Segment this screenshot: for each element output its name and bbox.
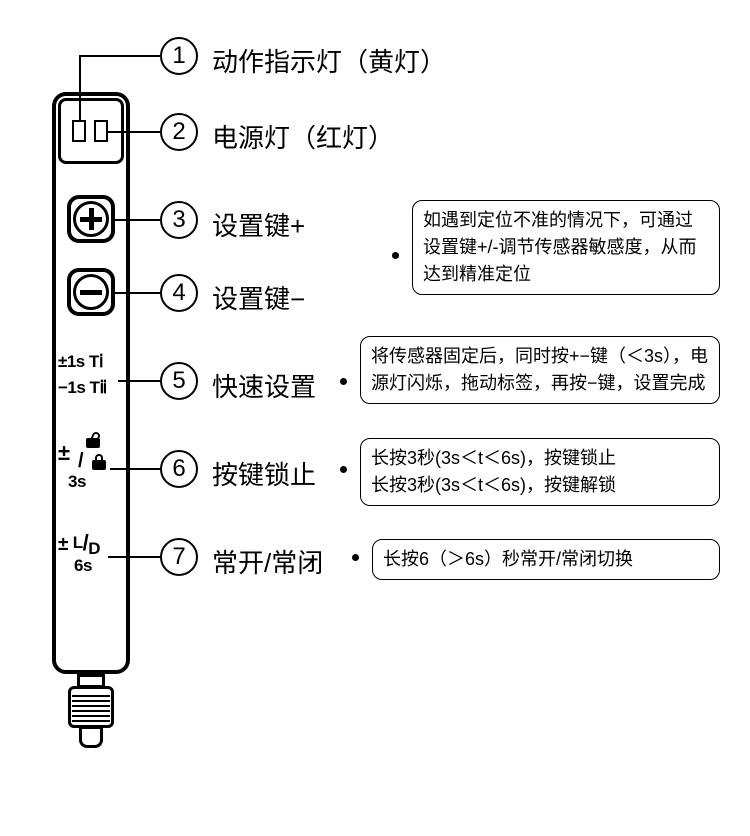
callout-num-1: 1 <box>160 37 198 75</box>
callout-label-4: 设置键− <box>212 279 305 316</box>
marking-7b: 6s <box>74 556 92 576</box>
marking-6b: 3s <box>68 472 86 492</box>
dot-34 <box>392 252 399 259</box>
marking-5a: ±1s Tⅰ <box>58 352 103 372</box>
desc-box-34: 如遇到定位不准的情况下，可通过设置键+/-调节传感器敏感度，从而达到精准定位 <box>412 200 720 295</box>
callout-n-3: 3 <box>172 206 185 234</box>
callout-num-5: 5 <box>160 362 198 400</box>
btn-minus <box>67 268 115 316</box>
leader-3 <box>115 219 160 221</box>
marking-6a: ± <box>58 440 70 466</box>
dot-6 <box>340 466 347 473</box>
callout-num-4: 4 <box>160 274 198 312</box>
leader-7 <box>108 556 160 558</box>
led-power <box>94 120 108 142</box>
minus-icon <box>73 274 109 310</box>
dot-7 <box>352 554 359 561</box>
marking-5b: −1s Tⅱ <box>58 378 107 398</box>
callout-n-2: 2 <box>172 118 185 146</box>
lock-open-icon <box>86 432 100 448</box>
led-action <box>72 120 86 142</box>
desc-box-7: 长按6（＞6s）秒常开/常闭切换 <box>372 539 720 580</box>
callout-label-6: 按键锁止 <box>212 455 316 492</box>
marking-7a: ± L/D <box>58 530 100 556</box>
leader-2 <box>108 131 160 133</box>
callout-n-5: 5 <box>172 367 185 395</box>
callout-label-5: 快速设置 <box>212 367 316 404</box>
dot-5 <box>340 378 347 385</box>
desc-box-5: 将传感器固定后，同时按+−键（＜3s），电源灯闪烁，拖动标签，再按−键，设置完成 <box>360 336 720 404</box>
leader-1h <box>79 55 160 57</box>
plus-icon <box>73 201 109 237</box>
callout-num-6: 6 <box>160 450 198 488</box>
diagram-canvas: ±1s Tⅰ −1s Tⅱ ± / 3s ± L/D 6s 1 动作指示灯（黄灯… <box>0 0 750 836</box>
leader-4 <box>115 292 160 294</box>
lock-closed-icon <box>92 454 106 470</box>
callout-num-3: 3 <box>160 201 198 239</box>
leader-6 <box>110 468 160 470</box>
desc-box-6: 长按3秒(3s＜t＜6s)，按键锁止 长按3秒(3s＜t＜6s)，按键解锁 <box>360 438 720 506</box>
callout-num-7: 7 <box>160 538 198 576</box>
callout-n-4: 4 <box>172 279 185 307</box>
callout-num-2: 2 <box>160 113 198 151</box>
btn-plus <box>67 195 115 243</box>
callout-n-6: 6 <box>172 455 185 483</box>
callout-label-2: 电源灯（红灯） <box>212 118 394 155</box>
leader-1v <box>79 55 81 120</box>
callout-n-7: 7 <box>172 543 185 571</box>
connector <box>68 674 114 750</box>
leader-5 <box>118 380 160 382</box>
callout-label-1: 动作指示灯（黄灯） <box>212 42 446 79</box>
callout-label-3: 设置键+ <box>212 206 305 243</box>
callout-n-1: 1 <box>172 42 185 70</box>
callout-label-7: 常开/常闭 <box>212 543 323 580</box>
